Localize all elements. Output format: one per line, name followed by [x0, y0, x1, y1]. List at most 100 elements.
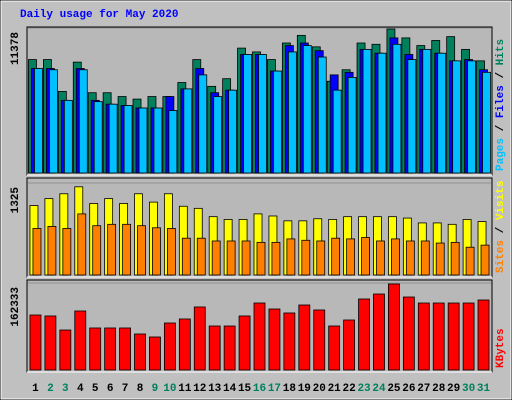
- bar: [482, 71, 491, 174]
- x-tick-label: 15: [238, 383, 252, 395]
- x-tick-label: 30: [462, 383, 475, 395]
- bar: [34, 68, 43, 174]
- legend-entry: Pages: [495, 138, 507, 171]
- bar: [258, 54, 267, 174]
- bar: [168, 110, 178, 174]
- bar: [407, 59, 417, 174]
- bar: [331, 237, 341, 276]
- x-tick-label: 14: [223, 383, 237, 395]
- bar: [467, 60, 476, 174]
- legend: KBytes: [495, 328, 507, 368]
- bar: [271, 241, 281, 276]
- bar: [78, 69, 88, 174]
- bar: [346, 238, 356, 276]
- bar: [361, 237, 370, 276]
- bar: [362, 48, 372, 174]
- bar: [108, 103, 118, 174]
- bar: [223, 325, 236, 371]
- bar: [44, 315, 57, 371]
- bar: [298, 304, 311, 371]
- bar: [420, 240, 430, 276]
- bar: [405, 240, 415, 276]
- bar: [198, 74, 208, 174]
- bar: [287, 51, 297, 174]
- bar: [137, 225, 146, 276]
- bar: [301, 239, 311, 276]
- bar: [391, 238, 400, 276]
- bar: [92, 225, 102, 276]
- bar: [93, 101, 103, 174]
- bar: [134, 333, 146, 371]
- bar: [273, 70, 282, 174]
- x-tick-label: 5: [92, 383, 99, 395]
- bar: [328, 325, 341, 371]
- bar: [226, 240, 236, 276]
- bar: [208, 325, 221, 371]
- bar: [392, 43, 402, 174]
- bar: [47, 225, 57, 276]
- bar: [153, 107, 163, 174]
- bar: [104, 327, 117, 371]
- y-tick-label: 1325: [10, 187, 22, 214]
- legend: Sites / Visits: [495, 181, 507, 273]
- x-tick-label: 17: [268, 383, 281, 395]
- x-tick-label: 24: [372, 383, 386, 395]
- legend-separator: /: [495, 220, 507, 240]
- bar: [243, 54, 252, 174]
- x-tick-label: 21: [328, 383, 342, 395]
- bar: [343, 319, 356, 371]
- bar: [181, 237, 191, 276]
- bar: [241, 240, 251, 276]
- bar: [452, 60, 462, 174]
- x-tick-label: 10: [163, 383, 176, 395]
- bar: [316, 240, 326, 276]
- legend-entry: Sites: [495, 240, 507, 273]
- bar: [63, 99, 73, 174]
- bar: [313, 309, 326, 371]
- bar: [388, 283, 400, 371]
- bar: [373, 293, 385, 371]
- x-tick-label: 26: [402, 383, 415, 395]
- bar: [163, 322, 176, 371]
- bar: [107, 223, 117, 276]
- bar: [32, 228, 42, 276]
- bar: [376, 240, 385, 276]
- x-tick-label: 25: [387, 383, 401, 395]
- bar: [432, 302, 445, 371]
- x-tick-label: 29: [447, 383, 460, 395]
- x-tick-label: 2: [47, 383, 54, 395]
- bar: [59, 329, 72, 371]
- x-tick-label: 7: [122, 383, 129, 395]
- x-tick-label: 19: [298, 383, 311, 395]
- y-tick-label: 11378: [10, 32, 22, 65]
- bar: [377, 52, 387, 174]
- bar: [138, 107, 148, 174]
- bar: [211, 240, 221, 276]
- bar: [402, 296, 415, 371]
- bar: [193, 306, 206, 371]
- x-tick-label: 3: [62, 383, 69, 395]
- legend-separator: /: [495, 118, 507, 138]
- x-tick-label: 23: [357, 383, 371, 395]
- x-tick-label: 13: [208, 383, 222, 395]
- bar: [253, 302, 266, 371]
- bar: [268, 308, 281, 371]
- x-tick-label: 12: [193, 383, 206, 395]
- bar: [465, 246, 475, 276]
- bar: [178, 318, 191, 371]
- bar: [49, 69, 58, 174]
- bar: [317, 56, 327, 174]
- bar: [228, 89, 238, 174]
- bar: [89, 327, 102, 371]
- bar: [152, 227, 161, 276]
- legend-separator: /: [495, 65, 507, 85]
- x-tick-label: 22: [343, 383, 356, 395]
- x-tick-label: 9: [152, 383, 159, 395]
- legend-entry: Hits: [495, 39, 507, 65]
- bar: [480, 244, 490, 276]
- bar: [286, 238, 296, 276]
- bar: [422, 48, 432, 174]
- bar: [347, 77, 357, 174]
